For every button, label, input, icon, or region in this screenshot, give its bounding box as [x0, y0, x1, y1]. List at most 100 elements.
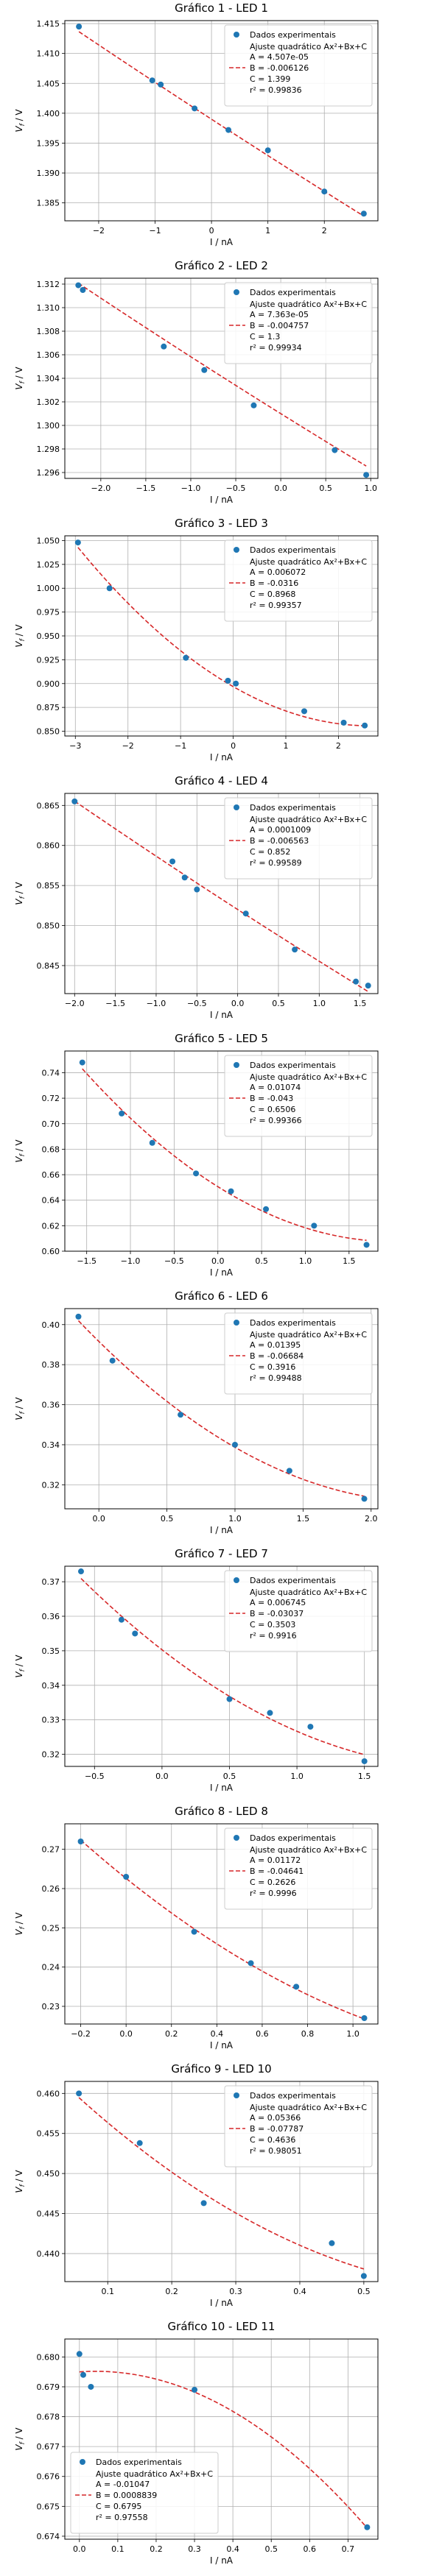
x-tick-label: −1.0 [181, 484, 201, 493]
chart-10: Gráfico 10 - LED 11 0.0 0.1 0.2 0.3 0.4 0.5 0.6… [14, 2320, 379, 2566]
fit-curve [80, 1839, 365, 2020]
chart-title: Gráfico 9 - LED 10 [171, 2062, 271, 2076]
x-axis-label: I / nA [210, 2298, 234, 2308]
chart-title: Gráfico 6 - LED 6 [175, 1289, 268, 1303]
y-axis-label: Vf / V [14, 1655, 27, 1678]
data-point [136, 2140, 143, 2146]
y-tick-label: 0.460 [37, 2089, 60, 2098]
x-tick-label: 1.5 [343, 1256, 356, 1266]
x-tick-label: 0.3 [229, 2287, 242, 2296]
x-axis-label: I / nA [210, 1525, 234, 1535]
data-point [192, 2387, 198, 2393]
data-point [250, 402, 257, 408]
y-tick-label: 0.36 [42, 1612, 60, 1621]
data-point [71, 798, 78, 804]
data-point [311, 1222, 318, 1229]
data-point [158, 81, 164, 88]
legend-point-marker [234, 1577, 239, 1583]
data-point [149, 1139, 155, 1146]
legend: Dados experimentais Ajuste quadrático Ax²… [224, 2085, 373, 2168]
y-tick-label: 0.850 [37, 727, 60, 737]
x-tick-label: −2.0 [91, 484, 110, 493]
legend-fit-a: A = 0.006745 [250, 1598, 306, 1607]
x-tick-label: 1.5 [297, 1514, 310, 1524]
y-tick-label: 0.678 [37, 2413, 60, 2422]
x-tick-label: 0.1 [111, 2544, 124, 2554]
x-tick-label: −2.0 [65, 999, 85, 1008]
y-axis-label: Vf / V [14, 1139, 27, 1163]
legend: Dados experimentais Ajuste quadrático Ax²… [224, 797, 373, 880]
legend-fit-c: C = 0.6795 [96, 2502, 141, 2511]
legend-fit-a: A = 0.006072 [250, 567, 306, 577]
y-axis-label: Vf / V [14, 2427, 27, 2451]
y-tick-label: 1.304 [37, 374, 60, 383]
chart-title: Gráfico 4 - LED 4 [175, 774, 268, 788]
data-point [226, 1696, 233, 1702]
fit-curve [79, 2371, 368, 2529]
data-point [76, 24, 83, 30]
fit-curve [78, 2097, 365, 2270]
data-point [191, 1928, 197, 1935]
chart-title: Gráfico 8 - LED 8 [175, 1805, 268, 1818]
legend-fit-label: Ajuste quadrático Ax²+Bx+C [250, 557, 367, 567]
data-point [75, 282, 82, 289]
axes-frame [64, 20, 379, 222]
y-tick-label: 1.025 [37, 560, 60, 570]
x-tick-label: −1 [149, 226, 161, 236]
y-tick-label: 1.308 [37, 327, 60, 336]
data-point [77, 1839, 84, 1844]
y-tick-label: 0.445 [37, 2209, 60, 2219]
x-tick-label: −2 [93, 226, 105, 236]
x-axis-label: I / nA [210, 2040, 234, 2050]
y-tick-label: 0.25 [42, 1923, 60, 1933]
y-tick-label: 0.32 [42, 1750, 60, 1760]
data-point [77, 1568, 84, 1575]
data-point [225, 677, 231, 684]
axes-frame [64, 1308, 379, 1510]
y-tick-label: 1.300 [37, 421, 60, 431]
data-point [329, 2240, 335, 2246]
axes-frame [64, 1050, 379, 1252]
x-tick-label: 0.5 [319, 484, 332, 493]
x-tick-label: 0.0 [73, 2544, 86, 2554]
grid [65, 278, 378, 478]
legend: Dados experimentais Ajuste quadrático Ax²… [224, 539, 373, 622]
legend-fit-c: C = 0.2626 [250, 1878, 295, 1887]
data-point [193, 1170, 200, 1177]
data-point [340, 719, 347, 726]
chart-6: Gráfico 6 - LED 6 0.0 0.5 1.0 1.5 2.0 0.32 0.34… [14, 1289, 379, 1535]
y-tick-label: 1.302 [37, 397, 60, 407]
x-tick-label: 1.5 [358, 1772, 371, 1781]
data-point [363, 472, 370, 478]
chart-9: Gráfico 9 - LED 10 0.1 0.2 0.3 0.4 0.5 0.440 0.… [14, 2062, 379, 2308]
x-tick-label: 1.0 [346, 2029, 359, 2039]
chart-title: Gráfico 10 - LED 11 [168, 2320, 276, 2333]
legend-fit-r2: r² = 0.99836 [250, 85, 302, 95]
y-tick-label: 1.410 [37, 49, 60, 59]
data-point [292, 946, 298, 953]
data-point [248, 1960, 254, 1967]
x-tick-label: 0.5 [272, 999, 285, 1008]
legend-fit-r2: r² = 0.9996 [250, 1889, 297, 1898]
legend-fit-r2: r² = 0.97558 [96, 2513, 148, 2522]
legend-points-label: Dados experimentais [250, 288, 336, 297]
fit-curve [82, 1068, 367, 1242]
data-point [132, 1630, 138, 1637]
data-point [307, 1724, 314, 1730]
legend-fit-b: B = -0.006126 [250, 63, 309, 73]
legend-fit-r2: r² = 0.99934 [250, 343, 302, 353]
chart-title: Gráfico 1 - LED 1 [175, 1, 268, 15]
x-tick-label: 0.4 [226, 2544, 239, 2554]
data-point [183, 654, 189, 661]
legend-fit-a: A = 0.05366 [250, 2113, 301, 2123]
x-tick-label: 1.0 [364, 484, 377, 493]
y-tick-label: 0.440 [37, 2249, 60, 2259]
legend-point-marker [234, 1320, 239, 1326]
y-axis-label: Vf / V [14, 367, 27, 390]
data-point [361, 1496, 368, 1502]
data-point [169, 858, 176, 865]
chart-title: Gráfico 3 - LED 3 [175, 517, 268, 530]
fit-curve [80, 1578, 365, 1755]
axes-frame [64, 793, 379, 994]
y-tick-label: 0.875 [37, 703, 60, 712]
